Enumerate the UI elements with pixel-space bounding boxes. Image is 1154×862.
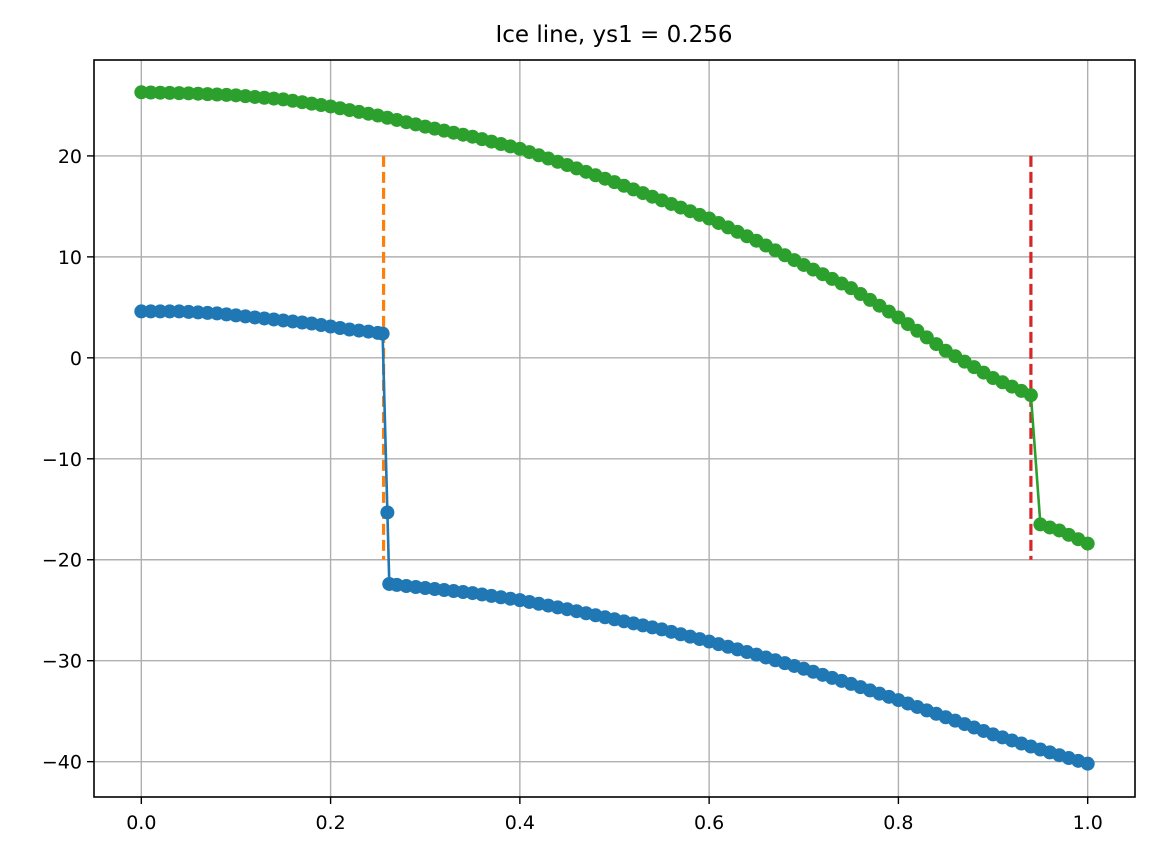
chart-title: Ice line, ys1 = 0.256: [496, 22, 733, 48]
y-tick-label: −30: [42, 651, 82, 673]
series-1-line: [141, 310, 1089, 765]
grid: [94, 60, 1135, 797]
series-1-point: [380, 505, 395, 520]
series-1-point: [375, 326, 390, 341]
series-2-point: [1080, 536, 1095, 551]
x-tick-label: 0.4: [505, 812, 535, 834]
series-layer: [134, 85, 1095, 771]
plot-frame: [93, 59, 1136, 798]
y-tick-label: −20: [42, 550, 82, 572]
y-tick-label: 0: [70, 348, 82, 370]
y-tick-label: 10: [58, 247, 82, 269]
x-tick-label: 0.0: [126, 812, 156, 834]
x-tick-label: 0.6: [694, 812, 724, 834]
x-tick-label: 0.2: [315, 812, 345, 834]
series-1: [134, 304, 1095, 771]
series-1-point: [1080, 756, 1095, 771]
series-2-point: [1023, 388, 1038, 403]
y-tick-label: −40: [42, 752, 82, 774]
y-tick-label: 20: [58, 146, 82, 168]
y-tick-label: −10: [42, 449, 82, 471]
series-2: [134, 85, 1095, 551]
x-tick-label: 0.8: [883, 812, 913, 834]
axis-ticks: 0.0 0.2 0.4 0.6 0.8 1.0 20 10 0 −10 −20 −30 −40: [42, 146, 1103, 834]
x-tick-label: 1.0: [1073, 812, 1103, 834]
